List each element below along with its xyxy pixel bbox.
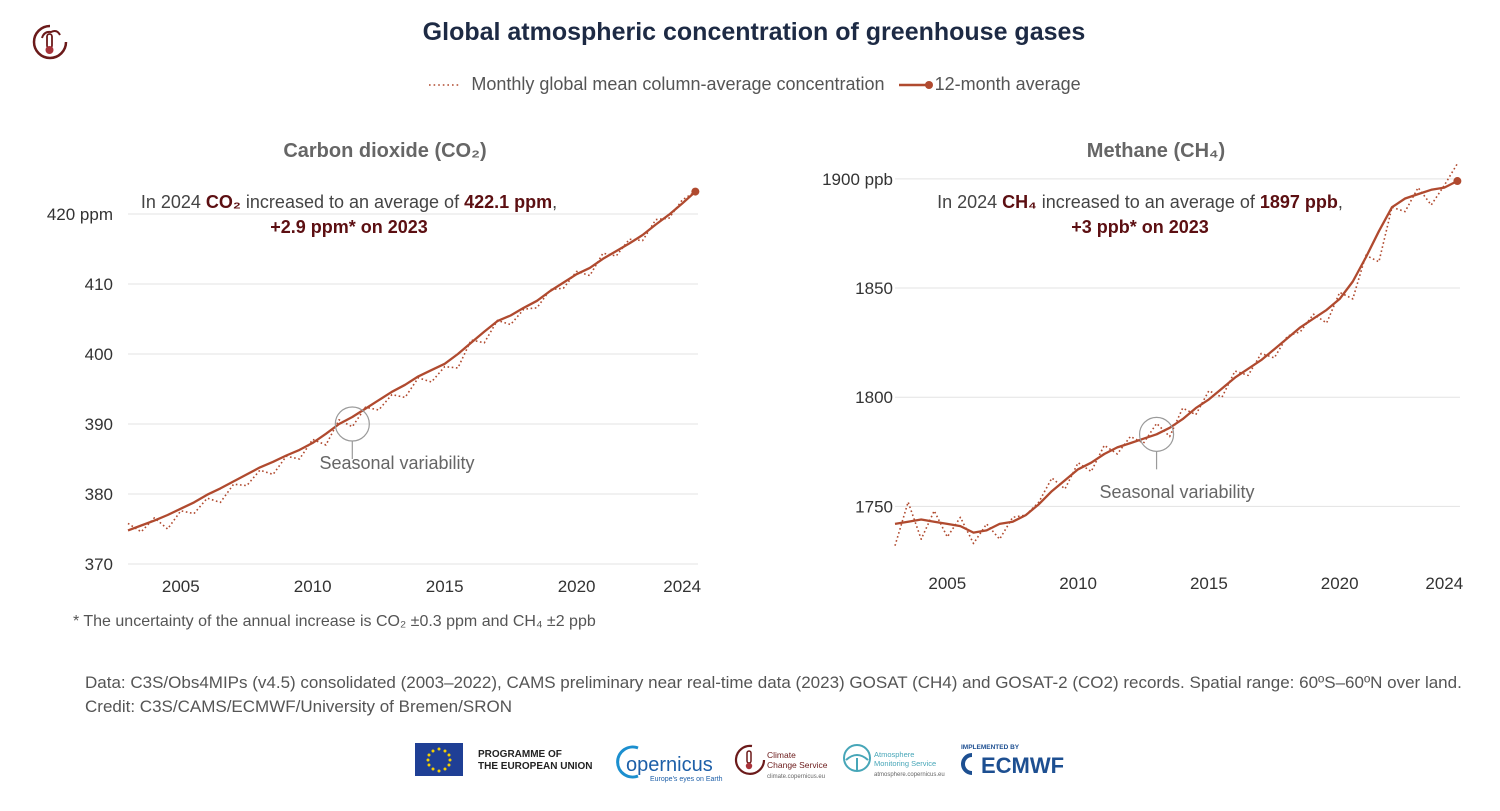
ch4-annot-suffix: , — [1337, 192, 1343, 212]
co2-seasonal-label: Seasonal variability — [319, 453, 475, 473]
cams-url: atmosphere.copernicus.eu — [874, 772, 945, 778]
co2-average-series-line — [127, 190, 697, 532]
data-source: Data: C3S/Obs4MIPs (v4.5) consolidated (… — [85, 673, 1462, 692]
co2-x-tick-label: 2005 — [162, 577, 200, 596]
co2-chart: 370 380 390 400 410 420 ppm 2005 2010 2015 2020 20… — [47, 187, 701, 596]
ch4-panel-title: Methane (CH₄) — [1086, 140, 1226, 162]
co2-annot-gas: CO₂ — [205, 192, 241, 212]
c3s-url: climate.copernicus.eu — [767, 774, 825, 780]
c3s-line-1: Climate — [767, 750, 796, 760]
ch4-y-tick-label: 1850 — [855, 279, 893, 298]
co2-y-tick-label: 420 ppm — [47, 205, 113, 224]
copernicus-logo-icon — [616, 745, 639, 779]
chart-title: Global atmospheric concentration of gree… — [422, 18, 1086, 46]
ch4-chart: 1750 1800 1850 1900 ppb 2005 2010 2015 2020 2024 — [822, 163, 1463, 593]
legend-monthly-label: Monthly global mean column-average conce… — [471, 74, 885, 94]
co2-annot-suffix: , — [552, 192, 558, 212]
ch4-seasonal-label: Seasonal variability — [1099, 482, 1255, 502]
ch4-x-tick-label: 2010 — [1059, 574, 1097, 593]
ch4-annot-change: +3 ppb* on 2023 — [1071, 217, 1209, 237]
co2-y-tick-label: 390 — [85, 415, 113, 434]
co2-annotation: In 2024 CO₂ increased to an average of 4… — [89, 190, 609, 240]
legend-solid-line-icon — [898, 80, 933, 89]
copernicus-tagline: Europe's eyes on Earth — [650, 776, 723, 783]
co2-x-tick-label: 2010 — [294, 577, 332, 596]
ch4-x-tick-label: 2005 — [928, 574, 966, 593]
ch4-y-tick-label: 1800 — [855, 388, 893, 407]
co2-x-tick-label: 2024 — [663, 577, 701, 596]
co2-y-tick-label: 400 — [85, 345, 113, 364]
programme-line-2: THE EUROPEAN UNION — [478, 761, 592, 772]
co2-x-tick-label: 2015 — [426, 577, 464, 596]
ch4-annot-middle: increased to an average of — [1036, 192, 1260, 212]
legend-average-label: 12-month average — [934, 74, 1081, 94]
ch4-average-end-point — [1453, 177, 1462, 186]
ecmwf-logo-icon — [961, 753, 973, 775]
c3s-line-2: Change Service — [767, 760, 828, 770]
ch4-average-series-line — [894, 179, 1458, 534]
legend-dotted-line-icon — [429, 83, 462, 86]
co2-annot-middle: increased to an average of — [240, 192, 465, 212]
co2-annot-prefix: In 2024 — [140, 192, 206, 212]
credit: Credit: C3S/CAMS/ECMWF/University of Bre… — [85, 697, 512, 716]
co2-annot-change: +2.9 ppm* on 2023 — [270, 217, 428, 237]
ch4-annot-value: 1897 ppb — [1259, 192, 1338, 212]
ch4-annot-gas: CH₄ — [1002, 192, 1037, 212]
footnote: * The uncertainty of the annual increase… — [73, 613, 596, 630]
legend-monthly: Monthly global mean column-average conce… — [427, 74, 885, 95]
c3s-logo-icon — [734, 744, 766, 775]
cams-logo-icon — [843, 744, 871, 772]
ch4-x-tick-label: 2020 — [1321, 574, 1359, 593]
cams-line-1: Atmosphere — [874, 750, 914, 759]
copernicus-wordmark: opernicus — [626, 754, 713, 776]
co2-panel-title: Carbon dioxide (CO₂) — [283, 140, 487, 162]
ch4-annot-prefix: In 2024 — [937, 192, 1003, 212]
legend-average: 12-month average — [898, 74, 1081, 95]
co2-y-tick-label: 410 — [85, 275, 113, 294]
ecmwf-wordmark: ECMWF — [981, 753, 1064, 778]
eu-flag-icon — [415, 743, 463, 776]
co2-monthly-series-line — [127, 190, 696, 533]
co2-y-tick-label: 370 — [85, 555, 113, 574]
co2-annot-value: 422.1 ppm — [464, 192, 553, 212]
ch4-y-tick-label: 1900 ppb — [822, 170, 893, 189]
c3s-thermometer-icon — [32, 24, 68, 60]
co2-x-tick-label: 2020 — [558, 577, 596, 596]
ch4-x-tick-label: 2024 — [1425, 574, 1463, 593]
ch4-y-tick-label: 1750 — [855, 497, 893, 516]
ch4-annotation: In 2024 CH₄ increased to an average of 1… — [880, 190, 1400, 240]
legend: Monthly global mean column-average conce… — [0, 74, 1500, 95]
programme-line-1: PROGRAMME OF — [478, 749, 562, 760]
partner-logos: PROGRAMME OF THE EUROPEAN UNION opernicu… — [415, 743, 1064, 783]
ecmwf-top: IMPLEMENTED BY — [961, 744, 1020, 751]
ch4-x-tick-label: 2015 — [1190, 574, 1228, 593]
cams-line-2: Monitoring Service — [874, 759, 936, 768]
co2-y-tick-label: 380 — [85, 485, 113, 504]
sources: Data: C3S/Obs4MIPs (v4.5) consolidated (… — [85, 671, 1462, 719]
co2-average-end-point — [691, 187, 700, 196]
